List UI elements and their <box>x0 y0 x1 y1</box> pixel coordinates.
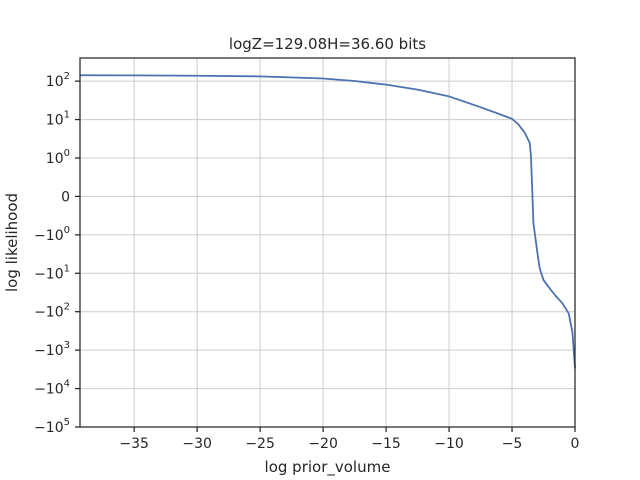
y-tick-label: −100 <box>34 225 70 244</box>
y-tick-label: −104 <box>34 379 70 398</box>
y-tick-label: −102 <box>34 302 70 321</box>
y-tick-label: 0 <box>61 189 70 205</box>
plot-frame <box>79 57 576 428</box>
x-tick-label: −15 <box>371 436 401 452</box>
x-axis-ticks: −35 −30 −25 −20 −15 −10 −5 0 <box>119 427 579 452</box>
series-line <box>79 74 576 369</box>
y-tick-label: −105 <box>34 417 70 436</box>
y-tick-label: −103 <box>34 340 70 359</box>
x-tick-label: −35 <box>119 436 149 452</box>
y-tick-label: 100 <box>46 148 70 167</box>
y-axis-ticks: 102 101 100 0 −100 −101 −102 −103 −104 −105 <box>34 71 80 436</box>
y-axis-label: log likelihood <box>3 193 21 292</box>
x-tick-label: −20 <box>308 436 338 452</box>
chart-title: logZ=129.08H=36.60 bits <box>229 35 426 53</box>
y-tick-label: −101 <box>34 263 70 282</box>
series-layer <box>79 74 576 369</box>
x-tick-label: −10 <box>434 436 464 452</box>
x-tick-label: −25 <box>245 436 275 452</box>
x-tick-label: −30 <box>182 436 212 452</box>
x-tick-label: 0 <box>571 436 580 452</box>
x-tick-label: −5 <box>502 436 523 452</box>
x-axis-label: log prior_volume <box>265 458 391 477</box>
grid <box>80 58 576 428</box>
y-tick-label: 102 <box>46 71 70 90</box>
y-tick-label: 101 <box>46 110 70 129</box>
